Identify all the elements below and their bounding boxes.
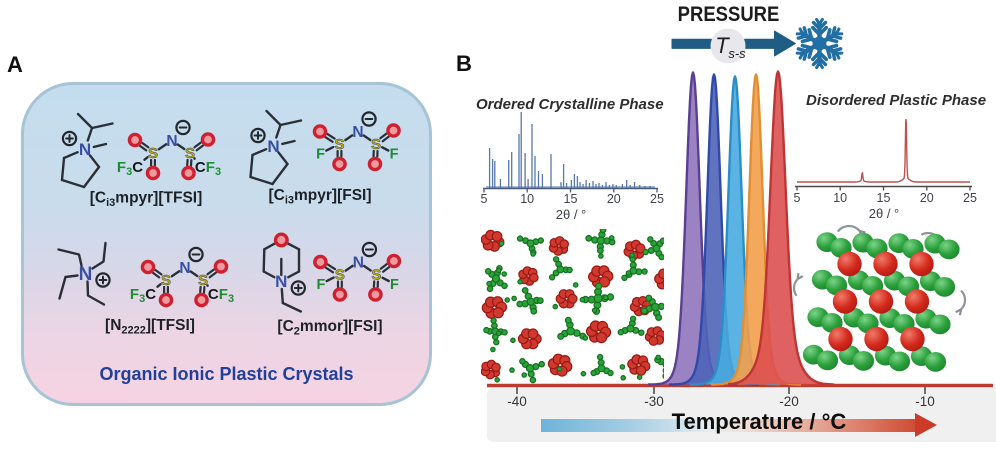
svg-text:N: N [353, 254, 364, 271]
svg-text:[Ci3mpyr][TFSI]: [Ci3mpyr][TFSI] [90, 190, 203, 210]
svg-text:S: S [198, 272, 208, 289]
svg-text:S: S [371, 267, 381, 284]
svg-text:S: S [161, 272, 171, 289]
svg-text:F3C: F3C [117, 159, 143, 178]
svg-text:N: N [166, 133, 177, 150]
svg-text:CF3: CF3 [208, 286, 234, 305]
svg-text:5: 5 [481, 192, 488, 206]
svg-text:F: F [316, 146, 325, 162]
svg-text:S: S [371, 136, 381, 153]
svg-text:T: T [715, 33, 730, 58]
svg-text:s-s: s-s [728, 46, 746, 61]
svg-text:5: 5 [794, 191, 801, 205]
svg-text:[Ci3mpyr][FSI]: [Ci3mpyr][FSI] [268, 187, 371, 207]
svg-text:S: S [335, 267, 345, 284]
svg-text:2θ / °: 2θ / ° [869, 206, 900, 221]
svg-text:N: N [275, 272, 287, 291]
svg-text:25: 25 [963, 191, 977, 205]
svg-text:N: N [352, 124, 363, 141]
svg-text:20: 20 [920, 191, 934, 205]
svg-text:N: N [79, 264, 93, 285]
svg-text:F3C: F3C [130, 286, 156, 305]
svg-text:S: S [185, 145, 195, 162]
svg-text:20: 20 [607, 192, 621, 206]
svg-text:25: 25 [650, 192, 664, 206]
svg-text:S: S [148, 145, 158, 162]
svg-text:15: 15 [877, 191, 891, 205]
svg-text:10: 10 [833, 191, 847, 205]
svg-text:N: N [267, 137, 279, 156]
svg-text:F: F [390, 146, 399, 162]
svg-text:F: F [316, 277, 325, 293]
svg-text:2θ / °: 2θ / ° [556, 207, 587, 222]
svg-text:F: F [390, 277, 399, 293]
svg-text:10: 10 [520, 192, 534, 206]
svg-text:15: 15 [564, 192, 578, 206]
svg-text:S: S [334, 136, 344, 153]
svg-text:N: N [79, 140, 91, 159]
svg-text:CF3: CF3 [195, 159, 221, 178]
svg-text:N: N [179, 260, 190, 277]
svg-text:[C2mmor][FSI]: [C2mmor][FSI] [277, 318, 382, 338]
